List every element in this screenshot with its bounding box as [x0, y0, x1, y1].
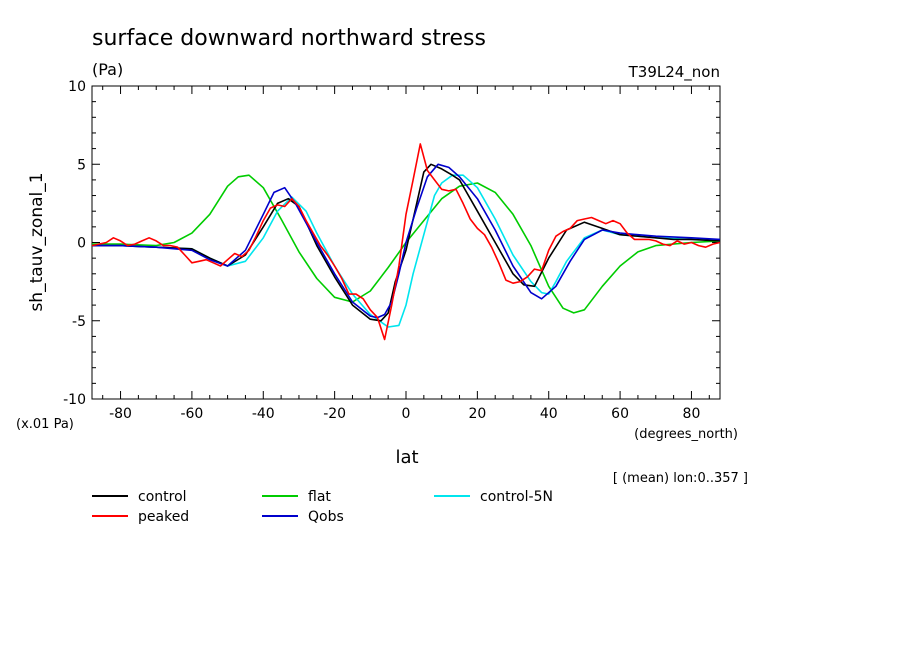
x-tick-label: 80: [683, 406, 701, 422]
scale-note: (x.01 Pa): [16, 417, 74, 432]
x-axis-label: lat: [395, 447, 418, 468]
legend-label-peaked: peaked: [138, 509, 189, 525]
series-line-control-5n: [92, 174, 720, 328]
x-tick-label: 20: [468, 406, 486, 422]
x-tick-label: -80: [109, 406, 132, 422]
x-tick-label: 60: [611, 406, 629, 422]
y-tick-label: 0: [77, 236, 86, 252]
y-tick-label: 5: [77, 157, 86, 173]
series-line-peaked: [91, 143, 721, 341]
x-tick-label: -60: [180, 406, 203, 422]
legend: control peaked flat Qobs control-5N: [92, 489, 553, 525]
legend-label-qobs: Qobs: [308, 509, 344, 525]
chart-title: surface downward northward stress: [92, 26, 486, 51]
y-tick-label: -5: [72, 314, 86, 330]
legend-label-flat: flat: [308, 489, 331, 505]
run-label: T39L24_non: [628, 63, 720, 82]
legend-label-control: control: [138, 489, 187, 505]
y-tick-label: -10: [63, 392, 86, 408]
footnote: [ (mean) lon:0..357 ]: [613, 471, 748, 486]
x-unit-label: (degrees_north): [634, 427, 738, 442]
x-tick-label: -20: [323, 406, 346, 422]
legend-label-control-5n: control-5N: [480, 489, 553, 505]
y-axis-label: sh_tauv_zonal_1: [27, 172, 47, 311]
series-layer: [91, 143, 721, 341]
series-line-qobs: [92, 163, 721, 319]
units-label: (Pa): [92, 60, 123, 79]
x-tick-label: 40: [540, 406, 558, 422]
x-tick-label: -40: [252, 406, 275, 422]
x-tick-label: 0: [402, 406, 411, 422]
plot-axes: -80 -60 -40 -20 0 20 40 60 80 -10 -5 0 5 10: [63, 79, 721, 422]
y-tick-label: 10: [68, 79, 86, 95]
